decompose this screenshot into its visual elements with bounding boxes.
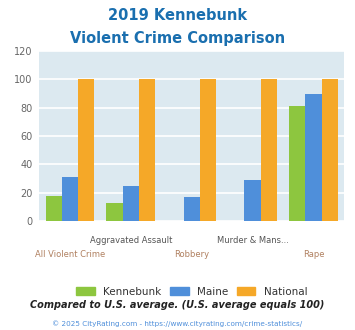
Text: Aggravated Assault: Aggravated Assault	[89, 236, 172, 246]
Bar	[78, 80, 94, 221]
Bar	[305, 94, 322, 221]
Bar	[322, 80, 338, 221]
Bar	[245, 180, 261, 221]
Bar	[123, 186, 139, 221]
Text: Robbery: Robbery	[174, 250, 209, 259]
Text: 2019 Kennebunk: 2019 Kennebunk	[108, 8, 247, 23]
Text: Violent Crime Comparison: Violent Crime Comparison	[70, 31, 285, 46]
Text: Compared to U.S. average. (U.S. average equals 100): Compared to U.S. average. (U.S. average …	[30, 300, 325, 310]
Bar	[200, 80, 216, 221]
Text: Rape: Rape	[303, 250, 324, 259]
Text: Murder & Mans...: Murder & Mans...	[217, 236, 289, 246]
Bar	[184, 197, 200, 221]
Bar	[62, 177, 78, 221]
Bar	[45, 196, 62, 221]
Bar	[289, 106, 305, 221]
Bar	[261, 80, 277, 221]
Bar	[139, 80, 155, 221]
Text: © 2025 CityRating.com - https://www.cityrating.com/crime-statistics/: © 2025 CityRating.com - https://www.city…	[53, 320, 302, 327]
Text: All Violent Crime: All Violent Crime	[35, 250, 105, 259]
Legend: Kennebunk, Maine, National: Kennebunk, Maine, National	[72, 282, 311, 301]
Bar	[106, 203, 123, 221]
